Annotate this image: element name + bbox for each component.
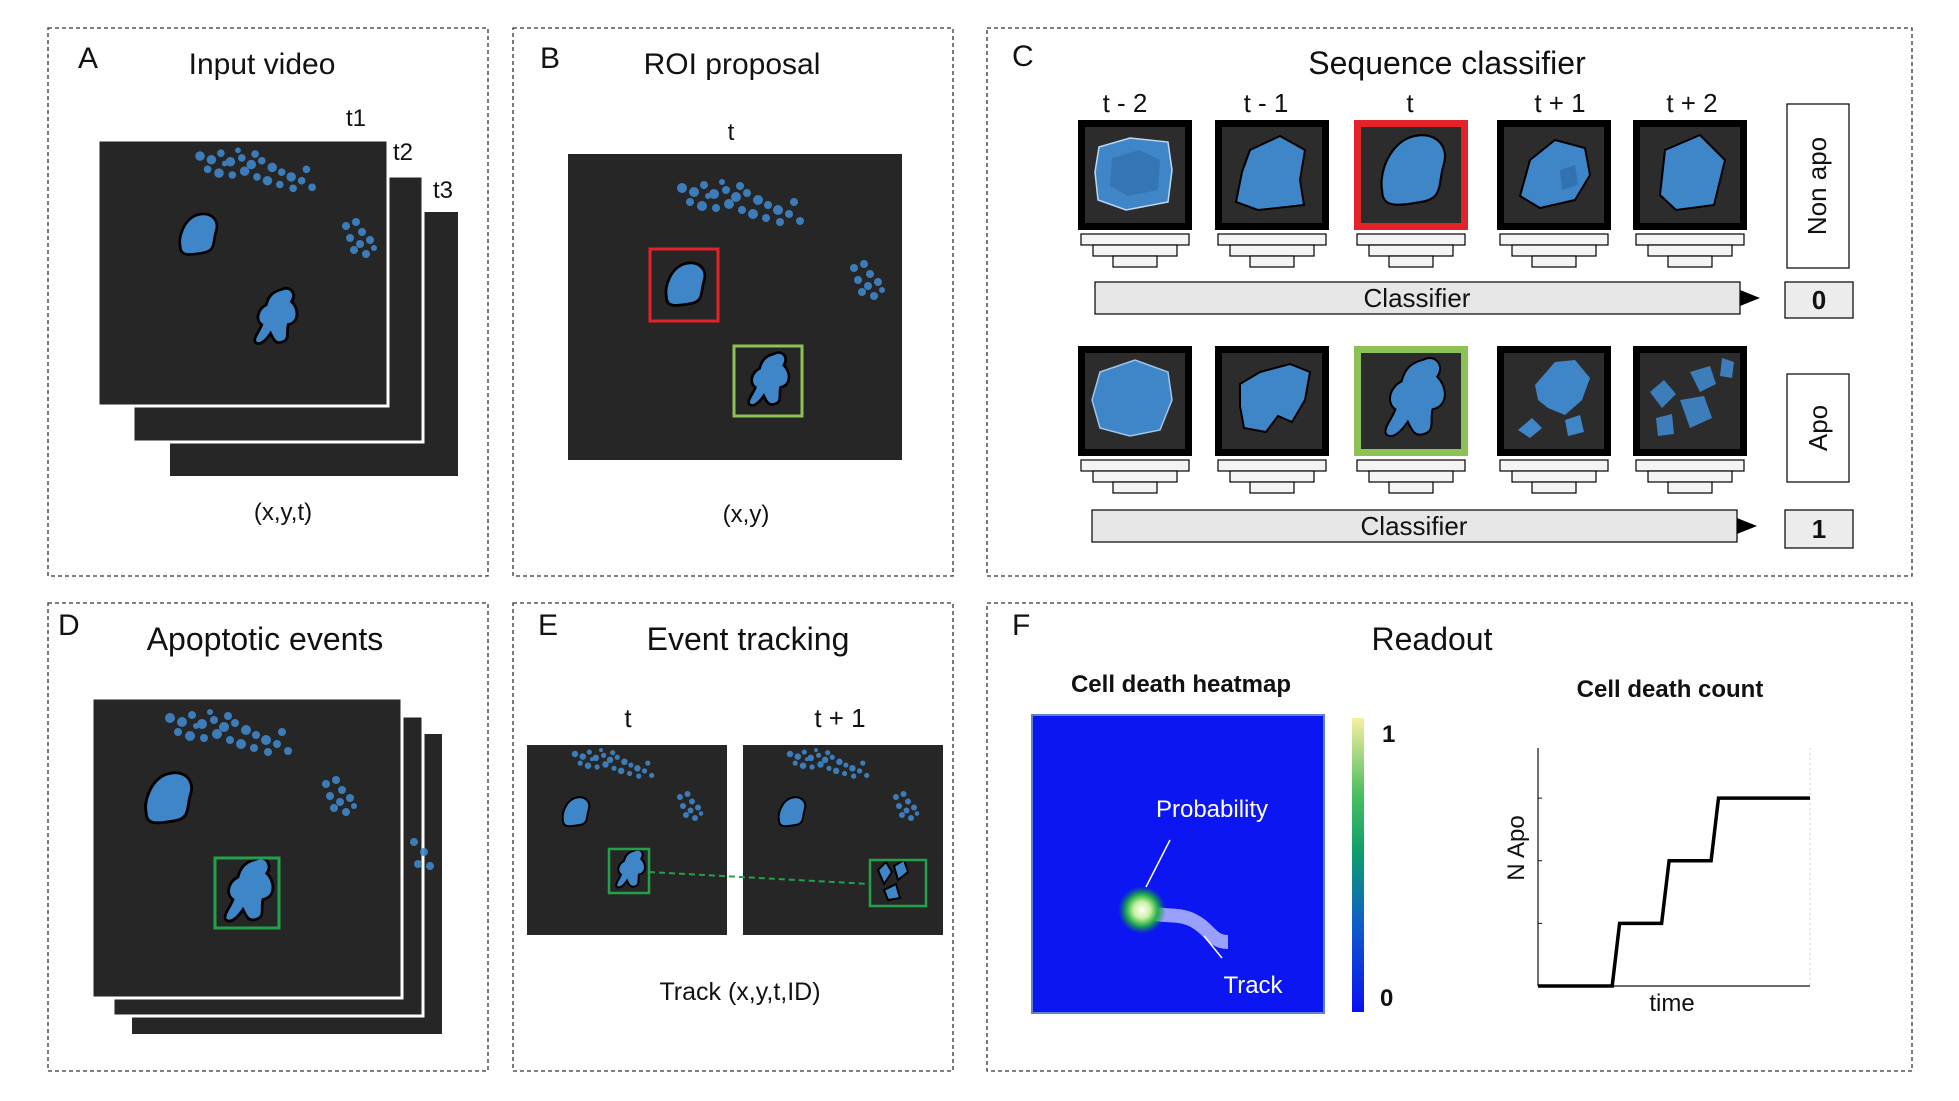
tile xyxy=(1633,346,1747,494)
time-label-t-2: t - 2 xyxy=(1103,88,1148,118)
panel-d: D Apoptotic events xyxy=(47,602,489,1072)
tile xyxy=(1078,346,1192,494)
panel-b-caption: (x,y) xyxy=(723,501,770,528)
class-name-non-apo: Non apo xyxy=(1802,137,1832,235)
panel-b-letter: B xyxy=(540,42,560,75)
classifier-label-non-apo: Classifier xyxy=(1364,283,1471,313)
frame-label-t1: t1 xyxy=(346,105,366,132)
tile xyxy=(1078,120,1192,268)
panel-b-title: ROI proposal xyxy=(644,48,821,81)
tile xyxy=(1633,120,1747,268)
panel-c-border xyxy=(986,27,1913,577)
colorbar-min: 0 xyxy=(1380,985,1393,1012)
classifier-label-apo: Classifier xyxy=(1361,511,1468,541)
panel-e-caption: Track (x,y,t,ID) xyxy=(659,978,820,1006)
classifier-bar-apo xyxy=(1091,509,1738,543)
panel-d-border xyxy=(47,602,489,1072)
time-label-t: t xyxy=(1406,88,1414,118)
tile xyxy=(1354,120,1468,268)
panel-c: C Sequence classifier t - 2 t - 1 t t + … xyxy=(986,27,1913,577)
event-box xyxy=(213,856,281,930)
panel-a-title: Input video xyxy=(189,48,336,81)
roi-box-green xyxy=(732,344,804,418)
tile xyxy=(1497,120,1611,268)
classifier-arrow-non-apo xyxy=(1740,290,1760,306)
panel-f-border xyxy=(986,602,1913,1072)
panel-b-time-label: t xyxy=(728,119,735,146)
classifier-arrow-apo xyxy=(1737,518,1757,534)
tile xyxy=(1497,346,1611,494)
class-box-apo xyxy=(1786,373,1850,483)
colorbar xyxy=(1352,718,1364,1012)
cell-cluster-edge xyxy=(410,838,434,870)
panel-a-letter: A xyxy=(78,42,98,75)
probability-spot xyxy=(1118,886,1166,934)
probability-pointer xyxy=(1145,839,1171,888)
row-non-apo-tiles xyxy=(1078,120,1747,268)
fragmented-cell xyxy=(876,858,910,902)
frame-stack-1 xyxy=(90,696,404,1000)
roi-box-red xyxy=(648,247,720,323)
classifier-bar-non-apo xyxy=(1094,281,1741,315)
panel-e: E Event tracking t t + 1 Track (x,y,t,ID… xyxy=(512,602,954,1072)
count-xlabel: time xyxy=(1649,990,1694,1017)
panel-c-letter: C xyxy=(1012,40,1034,73)
panel-f-title: Readout xyxy=(1372,621,1493,657)
track-pointer xyxy=(1203,935,1223,959)
time-label-t-1: t - 1 xyxy=(1244,88,1289,118)
panel-b: B ROI proposal t (x,y) xyxy=(512,27,954,577)
panel-c-title: Sequence classifier xyxy=(1308,45,1586,81)
time-label-e-t: t xyxy=(624,703,632,733)
track-label: Track xyxy=(1223,972,1283,999)
frame-label-t3: t3 xyxy=(433,177,453,204)
count-chart: N Apo time xyxy=(1503,748,1811,1017)
time-label-t+1: t + 1 xyxy=(1534,88,1585,118)
heatmap-title: Cell death heatmap xyxy=(1071,671,1291,698)
panel-f: F Readout Cell death heatmap Probability… xyxy=(986,602,1913,1072)
track-frame-t1 xyxy=(743,745,943,935)
tile xyxy=(1215,120,1329,268)
tile xyxy=(1215,346,1329,494)
frame-label-t2: t2 xyxy=(393,139,413,166)
heatmap xyxy=(1031,714,1325,1014)
tile xyxy=(1354,346,1468,494)
class-box-non-apo xyxy=(1786,103,1850,269)
output-box-apo xyxy=(1784,509,1854,549)
count-step-line xyxy=(1538,796,1810,988)
probability-label: Probability xyxy=(1156,796,1268,823)
output-apo: 1 xyxy=(1812,514,1826,544)
output-non-apo: 0 xyxy=(1812,285,1826,315)
panel-d-title: Apoptotic events xyxy=(147,621,384,657)
output-box-non-apo xyxy=(1784,281,1854,319)
time-label-t+2: t + 2 xyxy=(1666,88,1717,118)
colorbar-max: 1 xyxy=(1382,721,1395,748)
track-link xyxy=(648,871,871,885)
class-name-apo: Apo xyxy=(1803,405,1833,451)
frame-t1 xyxy=(96,138,390,408)
panel-a-border xyxy=(47,27,489,577)
count-chart-title: Cell death count xyxy=(1577,676,1764,703)
panel-e-border xyxy=(512,602,954,1072)
count-ylabel: N Apo xyxy=(1503,815,1530,880)
panel-e-letter: E xyxy=(538,609,558,642)
panel-f-letter: F xyxy=(1012,609,1030,642)
row-apo-tiles xyxy=(1078,346,1747,494)
time-label-e-t+1: t + 1 xyxy=(814,703,865,733)
tracked-box-t xyxy=(607,847,651,895)
panel-b-border xyxy=(512,27,954,577)
panel-e-title: Event tracking xyxy=(647,621,850,657)
panel-a-caption: (x,y,t) xyxy=(254,499,312,526)
panel-a: A Input video t1 t2 t3 (x,y,t) xyxy=(47,27,489,577)
track-frame-t xyxy=(527,745,727,935)
panel-d-letter: D xyxy=(58,609,80,642)
